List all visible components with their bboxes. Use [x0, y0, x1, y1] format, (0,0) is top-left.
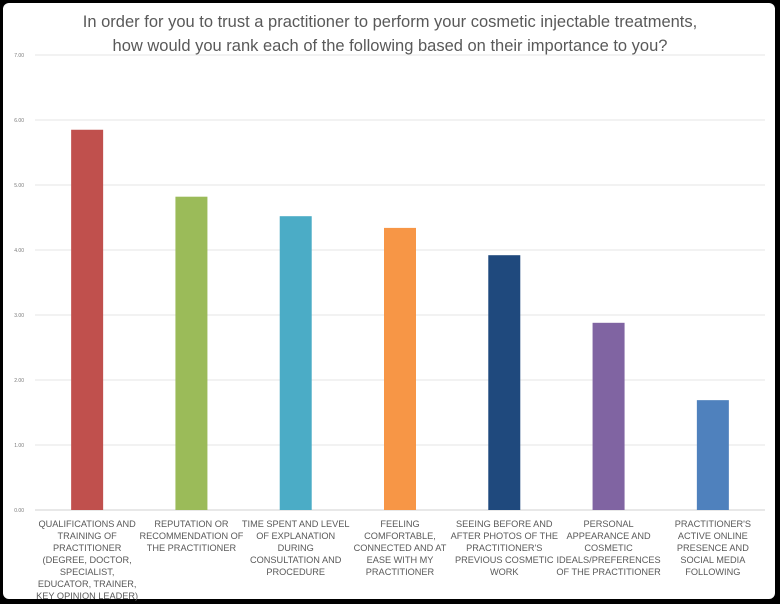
- x-tick-label: TIME SPENT AND LEVEL OF EXPLANATION DURI…: [241, 519, 350, 577]
- x-tick-label: PRACTITIONER'S ACTIVE ONLINE PRESENCE AN…: [674, 519, 751, 577]
- title-line-1: In order for you to trust a practitioner…: [82, 13, 698, 31]
- bar: [384, 227, 416, 510]
- chart-title: In order for you to trust a practitioner…: [0, 10, 780, 58]
- y-tick-label: 2.00: [14, 378, 24, 384]
- bar: [696, 400, 729, 510]
- x-tick-label: SEEING BEFORE AND AFTER PHOTOS OF THE PR…: [450, 519, 558, 577]
- bar: [175, 196, 208, 510]
- y-tick-label: 7.00: [14, 53, 24, 59]
- title-line-2: how would you rank each of the following…: [112, 37, 668, 55]
- y-tick-label: 3.00: [14, 313, 24, 319]
- bar: [592, 322, 625, 510]
- y-tick-label: 6.00: [14, 118, 24, 124]
- x-tick-label: QUALIFICATIONS AND TRAINING OF PRACTITIO…: [36, 519, 139, 601]
- bar: [279, 216, 312, 510]
- bar: [488, 255, 521, 510]
- x-tick-label: FEELING COMFORTABLE, CONNECTED AND AT EA…: [353, 519, 447, 577]
- y-tick-label: 4.00: [14, 248, 24, 254]
- bar: [71, 129, 104, 510]
- y-tick-label: 5.00: [14, 183, 24, 189]
- y-tick-label: 1.00: [14, 443, 24, 449]
- x-tick-label: REPUTATION OR RECOMMENDATION OF THE PRAC…: [139, 519, 244, 553]
- x-tick-label: PERSONAL APPEARANCE AND COSMETIC IDEALS/…: [556, 519, 661, 577]
- y-tick-label: 0.00: [14, 508, 24, 514]
